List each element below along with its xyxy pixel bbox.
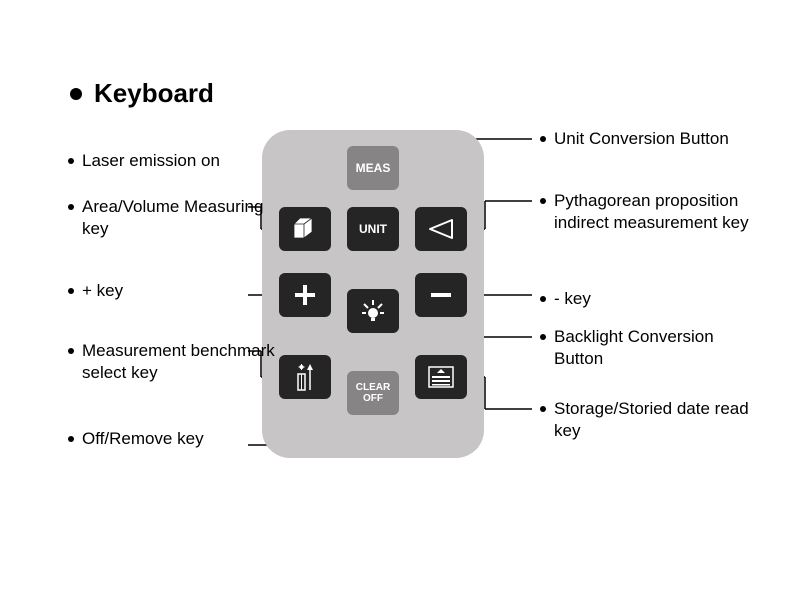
- right-label: Unit Conversion Button: [540, 128, 729, 150]
- label-text: Storage/Storied date read key: [554, 398, 754, 442]
- page-title-row: Keyboard: [70, 78, 214, 109]
- bullet-icon: [540, 334, 546, 340]
- right-label: - key: [540, 288, 591, 310]
- label-text: Off/Remove key: [82, 428, 204, 450]
- benchmark-button[interactable]: [279, 355, 331, 399]
- left-label: Measurement benchmark select key: [68, 340, 282, 384]
- plus-button[interactable]: [279, 273, 331, 317]
- keypad-body: MEAS UNIT: [262, 130, 484, 458]
- bullet-icon: [68, 158, 74, 164]
- benchmark-icon: [292, 362, 318, 392]
- unit-label: UNIT: [359, 222, 387, 236]
- bullet-icon: [68, 436, 74, 442]
- bulb-icon: [360, 298, 386, 324]
- label-text: Pythagorean proposition indirect measure…: [554, 190, 754, 234]
- right-label: Pythagorean proposition indirect measure…: [540, 190, 754, 234]
- cube-icon: [290, 216, 320, 242]
- clear-off-button[interactable]: CLEAROFF: [347, 371, 399, 415]
- bullet-icon: [540, 198, 546, 204]
- minus-button[interactable]: [415, 273, 467, 317]
- label-text: Area/Volume Measuring key: [82, 196, 282, 240]
- left-label: Laser emission on: [68, 150, 220, 172]
- storage-button[interactable]: [415, 355, 467, 399]
- left-label: Off/Remove key: [68, 428, 204, 450]
- page-title: Keyboard: [94, 78, 214, 109]
- bullet-icon: [68, 204, 74, 210]
- label-text: - key: [554, 288, 591, 310]
- left-label: Area/Volume Measuring key: [68, 196, 282, 240]
- bullet-icon: [68, 288, 74, 294]
- clear-off-label: CLEAROFF: [356, 382, 390, 404]
- meas-label: MEAS: [356, 161, 391, 175]
- pythagorean-button[interactable]: [415, 207, 467, 251]
- label-text: Unit Conversion Button: [554, 128, 729, 150]
- area-volume-button[interactable]: [279, 207, 331, 251]
- label-text: + key: [82, 280, 123, 302]
- unit-button[interactable]: UNIT: [347, 207, 399, 251]
- bullet-icon: [540, 296, 546, 302]
- triangle-icon: [426, 217, 456, 241]
- plus-icon: [293, 283, 317, 307]
- bullet-icon: [540, 136, 546, 142]
- right-label: Backlight Conversion Button: [540, 326, 754, 370]
- meas-button[interactable]: MEAS: [347, 146, 399, 190]
- storage-icon: [426, 364, 456, 390]
- label-text: Measurement benchmark select key: [82, 340, 282, 384]
- backlight-button[interactable]: [347, 289, 399, 333]
- left-label: + key: [68, 280, 123, 302]
- bullet-icon: [68, 348, 74, 354]
- bullet-icon: [540, 406, 546, 412]
- title-bullet: [70, 88, 82, 100]
- label-text: Backlight Conversion Button: [554, 326, 754, 370]
- label-text: Laser emission on: [82, 150, 220, 172]
- minus-icon: [429, 283, 453, 307]
- right-label: Storage/Storied date read key: [540, 398, 754, 442]
